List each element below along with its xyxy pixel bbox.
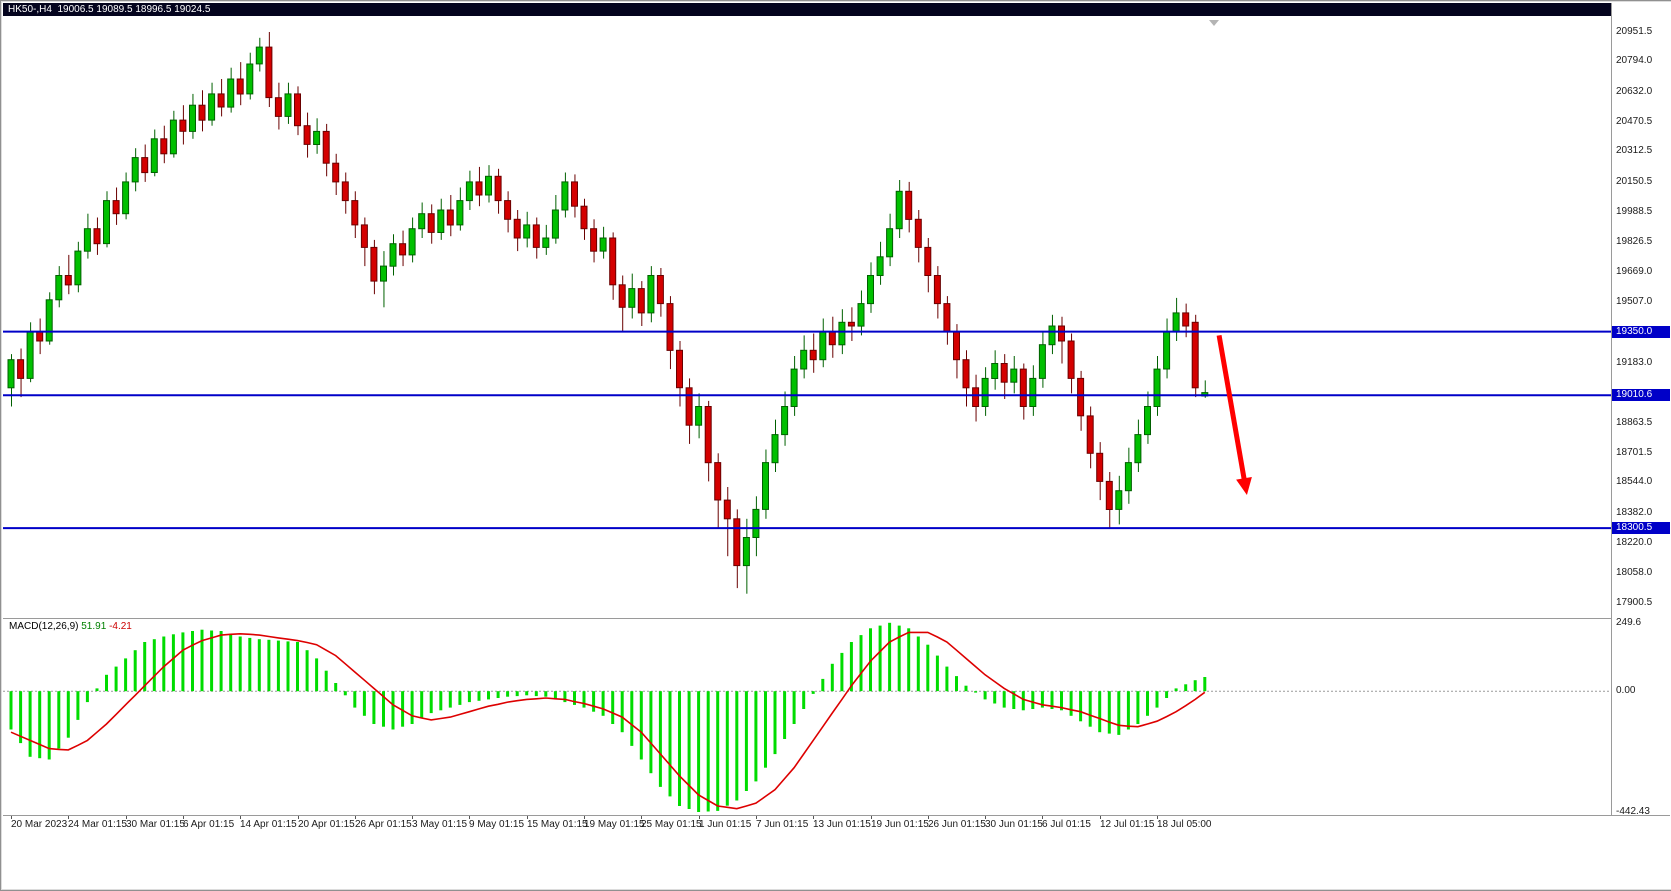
date-axis-label: 3 May 01:15 [412, 819, 468, 830]
date-axis-label: 30 Mar 01:15 [126, 819, 185, 830]
price-axis-tick: 20794.0 [1616, 55, 1653, 66]
panel-separator[interactable] [3, 618, 1670, 619]
macd-axis-tick: -442.43 [1616, 806, 1650, 817]
date-axis-tick [1100, 816, 1101, 819]
macd-axis-tick: 249.6 [1616, 617, 1642, 628]
price-axis-tick: 18863.5 [1616, 417, 1653, 428]
date-axis-tick [641, 816, 642, 819]
date-axis-label: 26 Apr 01:15 [355, 819, 412, 830]
chart-shift-marker-icon[interactable] [1209, 20, 1219, 26]
date-axis-tick [584, 816, 585, 819]
date-axis-tick [756, 816, 757, 819]
price-chart-canvas[interactable] [3, 17, 1611, 618]
date-axis-label: 9 May 01:15 [469, 819, 525, 830]
date-axis-tick [298, 816, 299, 819]
macd-signal-value: -4.21 [109, 621, 132, 632]
date-axis-tick [813, 816, 814, 819]
price-axis[interactable]: 20951.5 20794.0 20632.0 20470.5 20312.5 20150… [1611, 3, 1671, 832]
macd-indicator-label: MACD(12,26,9) 51.91 -4.21 [9, 621, 132, 632]
price-axis-tick: 20150.5 [1616, 176, 1653, 187]
price-level-tag: 19010.6 [1612, 389, 1670, 401]
price-axis-tick: 20312.5 [1616, 145, 1653, 156]
date-axis-label: 15 May 01:15 [527, 819, 588, 830]
date-axis-label: 14 Apr 01:15 [240, 819, 297, 830]
date-axis[interactable]: 20 Mar 2023 24 Mar 01:15 30 Mar 01:15 6 Apr… [3, 815, 1670, 833]
date-axis-tick [68, 816, 69, 819]
date-axis-label: 24 Mar 01:15 [68, 819, 127, 830]
date-axis-tick [1157, 816, 1158, 819]
date-axis-label: 7 Jun 01:15 [756, 819, 809, 830]
price-axis-tick: 19826.5 [1616, 236, 1653, 247]
macd-name: MACD(12,26,9) [9, 621, 79, 632]
date-axis-tick [126, 816, 127, 819]
macd-main-value: 51.91 [81, 621, 107, 632]
price-axis-tick: 18058.0 [1616, 567, 1653, 578]
price-axis-tick: 17900.5 [1616, 597, 1653, 608]
price-axis-tick: 20951.5 [1616, 26, 1653, 37]
date-axis-tick [412, 816, 413, 819]
date-axis-label: 6 Jul 01:15 [1042, 819, 1091, 830]
price-axis-tick: 18382.0 [1616, 507, 1653, 518]
date-axis-tick [183, 816, 184, 819]
date-axis-tick [527, 816, 528, 819]
date-axis-tick [985, 816, 986, 819]
date-axis-label: 1 Jun 01:15 [699, 819, 752, 830]
date-axis-tick [871, 816, 872, 819]
sell-arrow-annotation[interactable] [1216, 334, 1252, 496]
chart-title-bar: HK50-,H4 19006.5 19089.5 18996.5 19024.5 [3, 3, 1611, 16]
date-axis-label: 12 Jul 01:15 [1100, 819, 1155, 830]
price-axis-tick: 19183.0 [1616, 357, 1653, 368]
date-axis-label: 6 Apr 01:15 [183, 819, 235, 830]
date-axis-label: 13 Jun 01:15 [813, 819, 871, 830]
price-axis-tick: 19988.5 [1616, 206, 1653, 217]
price-axis-tick: 18220.0 [1616, 537, 1653, 548]
price-level-tag: 19350.0 [1612, 326, 1670, 338]
date-axis-tick [240, 816, 241, 819]
date-axis-tick [355, 816, 356, 819]
symbol-timeframe-ohlc: HK50-,H4 19006.5 19089.5 18996.5 19024.5 [8, 4, 211, 15]
price-axis-tick: 19669.0 [1616, 266, 1653, 277]
date-axis-tick [469, 816, 470, 819]
macd-indicator-canvas[interactable] [3, 619, 1611, 815]
date-axis-label: 20 Mar 2023 [11, 819, 68, 830]
date-axis-label: 19 Jun 01:15 [871, 819, 929, 830]
price-axis-tick: 18544.0 [1616, 476, 1653, 487]
date-axis-label: 20 Apr 01:15 [298, 819, 355, 830]
price-axis-tick: 20470.5 [1616, 116, 1653, 127]
date-axis-label: 19 May 01:15 [584, 819, 645, 830]
date-axis-tick [11, 816, 12, 819]
date-axis-tick [928, 816, 929, 819]
date-axis-label: 25 May 01:15 [641, 819, 702, 830]
price-level-tag: 18300.5 [1612, 522, 1670, 534]
date-axis-tick [1042, 816, 1043, 819]
date-axis-label: 30 Jun 01:15 [985, 819, 1043, 830]
macd-histogram [9, 622, 1207, 812]
price-axis-tick: 19507.0 [1616, 296, 1653, 307]
macd-axis-tick: 0.00 [1616, 685, 1636, 696]
price-axis-tick: 20632.0 [1616, 86, 1653, 97]
date-axis-label: 26 Jun 01:15 [928, 819, 986, 830]
date-axis-label: 18 Jul 05:00 [1157, 819, 1212, 830]
date-axis-tick [699, 816, 700, 819]
candles-layer [7, 32, 1209, 594]
price-axis-tick: 18701.5 [1616, 447, 1653, 458]
macd-signal-line [10, 631, 1206, 810]
